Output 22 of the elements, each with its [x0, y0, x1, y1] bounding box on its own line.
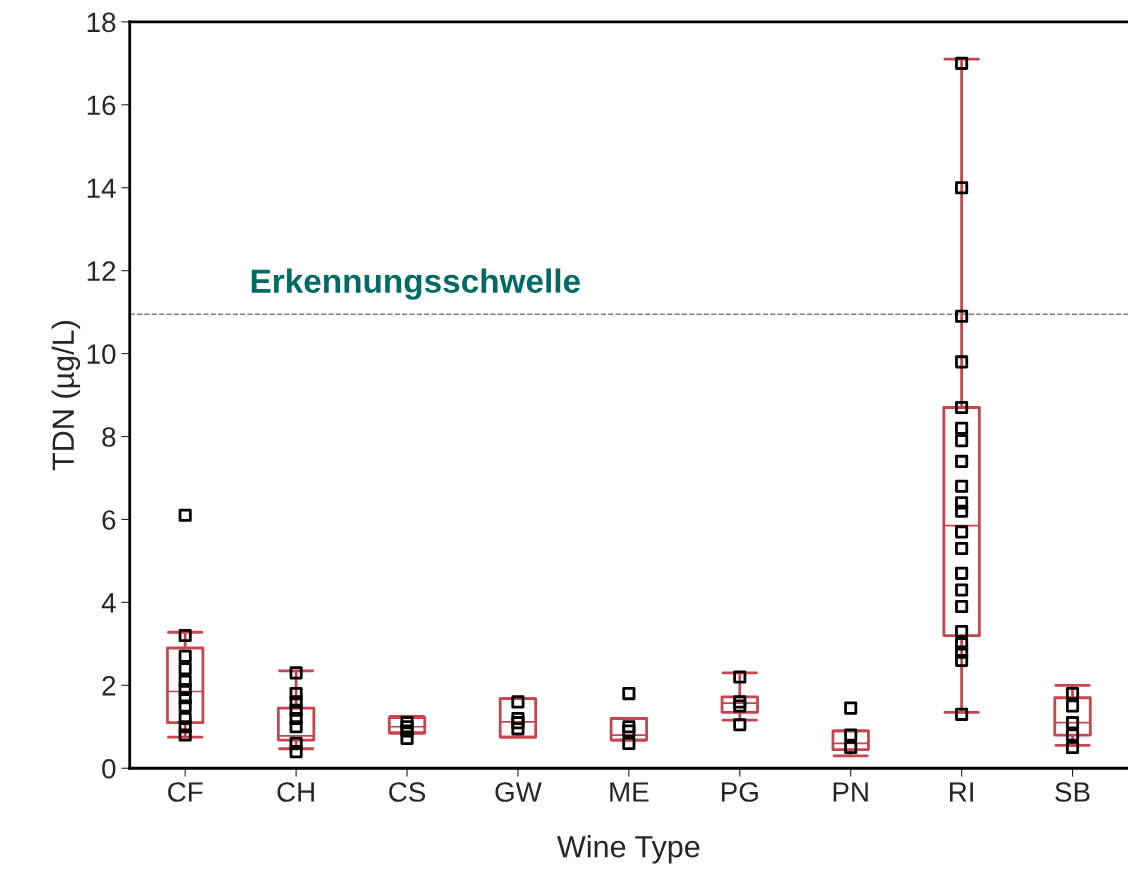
- y-tick-label: 12: [87, 261, 116, 281]
- y-tick-label: 6: [102, 510, 116, 530]
- y-axis-title: TDN (µg/L): [51, 321, 81, 471]
- y-tick-label: 14: [87, 178, 116, 198]
- x-tick-label: PN: [833, 782, 868, 802]
- x-tick-label: CS: [389, 782, 426, 802]
- y-tick-label: 4: [101, 593, 116, 613]
- y-tick-label: 0: [102, 758, 116, 779]
- x-tick-label: SB: [1055, 782, 1090, 802]
- ref-line-label: Erkennungsschwelle: [251, 268, 580, 300]
- y-tick-label: 10: [87, 344, 116, 364]
- y-tick-label: 18: [87, 12, 116, 33]
- y-tick-label: 16: [87, 95, 116, 116]
- x-tick-label: PG: [721, 782, 758, 802]
- y-tick-label: 8: [102, 427, 116, 447]
- y-tick-label: 2: [102, 675, 116, 696]
- x-tick-label: CH: [277, 782, 314, 802]
- x-tick-label: GW: [495, 782, 542, 802]
- x-axis-title: Wine Type: [557, 835, 700, 864]
- x-tick-label: RI: [950, 782, 973, 802]
- x-tick-label: ME: [610, 782, 649, 802]
- x-tick-label: CF: [168, 782, 203, 802]
